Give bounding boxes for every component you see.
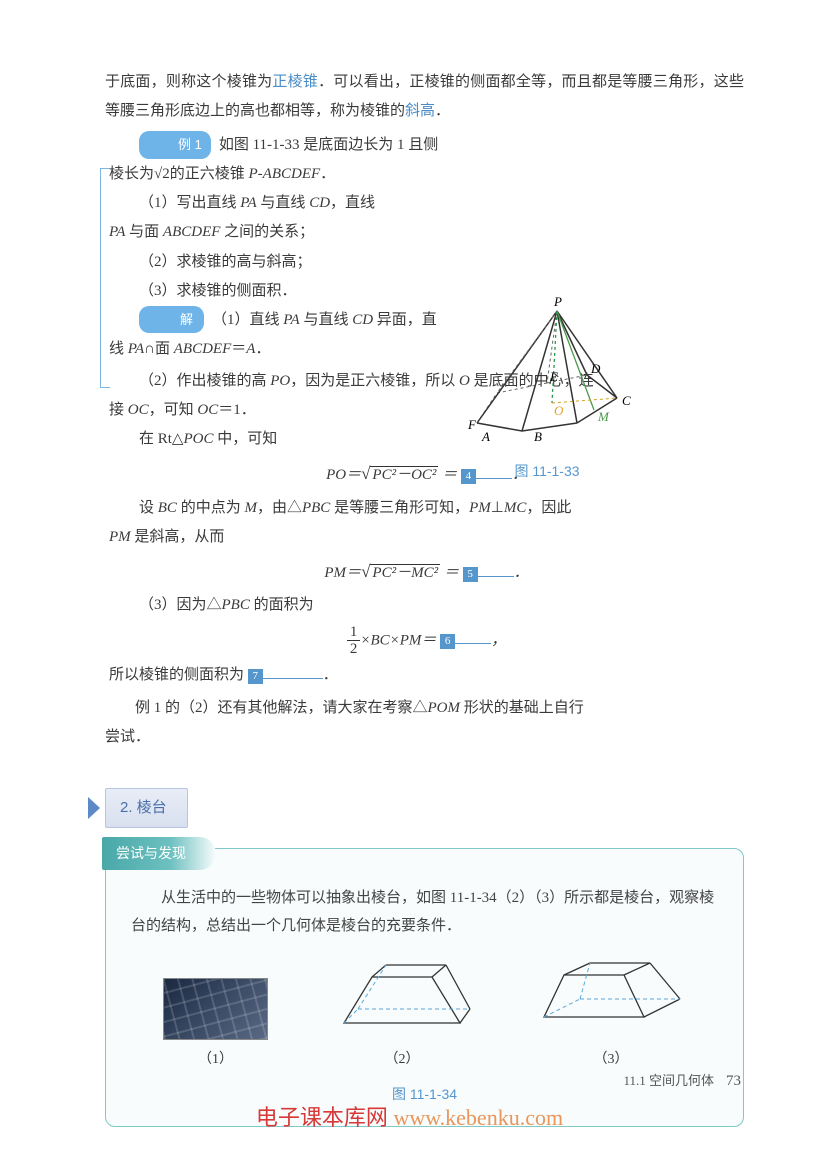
note-paragraph: 例 1 的（2）还有其他解法，请大家在考察△POM 形状的基础上自行 <box>105 694 744 723</box>
subfig-3: （3） <box>536 955 686 1074</box>
watermark: 电子课本库网 www.kebenku.com <box>256 1100 563 1132</box>
svg-text:F: F <box>467 417 477 432</box>
page-footer: 11.1 空间几何体73 <box>623 1070 741 1090</box>
subfig-1: （1） <box>163 978 268 1073</box>
svg-text:M: M <box>597 409 610 424</box>
blank-6: 6 <box>440 634 455 649</box>
figure-11-1-33: P F A B C D E O M 图 11-1-33 <box>432 293 662 486</box>
example-block: 例 1如图 11-1-33 是底面边长为 1 且侧 棱长为√2的正六棱锥 P-A… <box>109 131 479 365</box>
explore-text: 从生活中的一些物体可以抽象出棱台，如图 11-1-34（2）（3）所示都是棱台，… <box>131 884 718 941</box>
term-slant-height: 斜高 <box>405 103 435 119</box>
keyboard-image <box>163 978 268 1040</box>
intro-paragraph: 于底面，则称这个棱锥为正棱锥．可以看出，正棱锥的侧面都全等，而且都是等腰三角形，… <box>105 68 744 127</box>
svg-text:C: C <box>622 393 631 408</box>
blank-7: 7 <box>248 669 263 684</box>
svg-text:D: D <box>590 361 601 376</box>
svg-text:E: E <box>549 369 558 384</box>
formula-2: PM＝√PC²－MC² ＝ 5． <box>109 555 744 588</box>
section-2-tab: 2. 棱台 <box>105 788 188 827</box>
example-badge: 例 1 <box>139 131 211 158</box>
solution-badge: 解 <box>139 306 204 333</box>
svg-text:O: O <box>554 403 564 418</box>
svg-text:B: B <box>534 429 542 443</box>
formula-3: 12×BC×PM＝ 6， <box>109 624 744 658</box>
explore-tab: 尝试与发现 <box>102 837 216 870</box>
svg-text:A: A <box>481 429 490 443</box>
term-pyramid: 正棱锥 <box>272 74 318 90</box>
subfig-2: （2） <box>332 955 472 1074</box>
pyramid-svg: P F A B C D E O M <box>442 293 652 443</box>
svg-text:P: P <box>553 294 562 309</box>
figure-caption-1: 图 11-1-33 <box>432 458 662 485</box>
blank-5: 5 <box>463 567 478 582</box>
